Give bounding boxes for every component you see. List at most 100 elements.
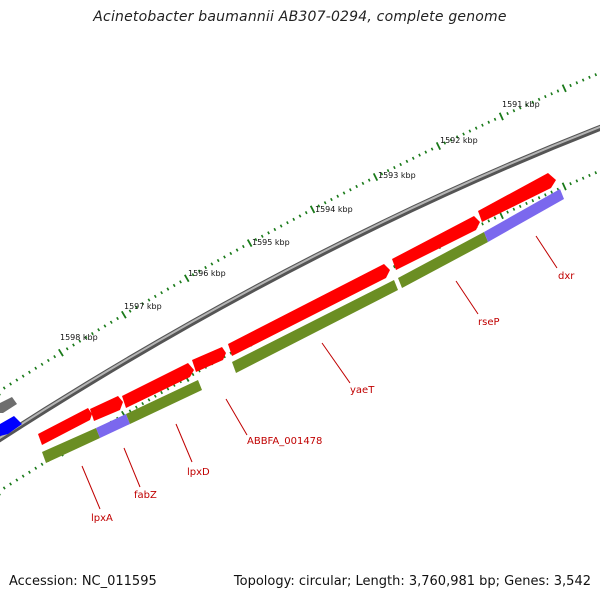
outer-track-minor-tick [135, 305, 138, 310]
gene-label-ABBFA-001478: ABBFA_001478 [247, 436, 322, 447]
outer-track-major-tick [372, 172, 379, 182]
inner-track-minor-tick [487, 219, 491, 223]
inner-track-minor-tick [153, 394, 157, 398]
inner-track-minor-tick [518, 204, 522, 208]
outer-track-minor-tick [342, 191, 346, 195]
leader-ABBFA-001478 [225, 398, 248, 436]
outer-track-minor-tick [531, 100, 535, 104]
outer-track-minor-tick [330, 197, 333, 202]
tick-labels: 1591 kbp 1592 kbp 1593 kbp 1594 kbp 1595… [60, 100, 540, 342]
outer-track-minor-tick [172, 283, 176, 288]
inner-track-minor-tick [21, 474, 25, 478]
outer-track-minor-tick [569, 83, 572, 88]
inner-track-minor-tick [229, 351, 233, 355]
cds-bar-rseP [398, 232, 488, 288]
outer-track-minor-tick [393, 165, 396, 170]
backbone-ring [0, 124, 600, 443]
outer-track-minor-tick [160, 291, 163, 295]
inner-track-minor-tick [493, 216, 497, 220]
outer-track-minor-tick [418, 153, 421, 157]
tick-label-1592: 1592 kbp [440, 136, 478, 145]
gene-label-rseP: rseP [478, 317, 500, 328]
outer-track-minor-tick [147, 298, 151, 302]
outer-track-minor-tick [97, 328, 101, 332]
gene-label-fabZ: fabZ [134, 490, 157, 501]
inner-track-minor-tick [135, 405, 138, 409]
outer-track-minor-tick [46, 358, 50, 363]
outer-track-minor-tick [544, 94, 547, 99]
outer-track-minor-tick [304, 211, 308, 215]
inner-track-minor-tick [506, 210, 509, 214]
tick-label-1594: 1594 kbp [315, 205, 353, 214]
inner-track-minor-tick [28, 470, 31, 474]
outer-track-minor-tick [443, 141, 447, 145]
outer-track-minor-tick [292, 217, 296, 221]
outer-track-minor-tick [254, 238, 258, 242]
outer-track-minor-tick [487, 120, 491, 124]
inner-track-minor-tick [550, 190, 553, 194]
outer-track-minor-tick [109, 320, 113, 324]
gene-label-lpxD: lpxD [187, 467, 210, 478]
outer-track-minor-tick [279, 224, 283, 228]
outer-track-minor-tick [210, 262, 214, 266]
gene-arrow-ABBFA-001478 [192, 347, 226, 372]
outer-track-minor-tick [493, 117, 497, 121]
leader-yaeT [321, 342, 351, 384]
inner-track-minor-tick [141, 401, 145, 406]
cds-bar-yaeT [232, 280, 398, 373]
outer-track-minor-tick [550, 92, 553, 96]
outer-track-major-tick [498, 112, 504, 121]
outer-track-minor-tick [361, 181, 365, 185]
outer-track-minor-tick [229, 251, 233, 256]
outer-track-minor-tick [525, 103, 528, 107]
outer-track-minor-tick [518, 106, 522, 110]
outer-track-minor-tick [537, 97, 541, 101]
gene-label-lpxA: lpxA [91, 513, 113, 524]
inner-track-minor-tick [128, 409, 132, 413]
outer-track-minor-tick [116, 316, 119, 321]
tick-label-1596: 1596 kbp [188, 269, 226, 278]
outer-track-minor-tick [204, 265, 207, 270]
gene-arrow-fabZ [90, 396, 123, 421]
outer-track-minor-tick [380, 172, 384, 176]
outer-track-minor-tick [355, 184, 359, 189]
outer-track-minor-tick [506, 111, 509, 116]
outer-track-minor-tick [474, 126, 478, 130]
inner-track-minor-tick [512, 207, 516, 211]
outer-track-minor-tick [216, 258, 220, 263]
gene-labels: dxr rseP yaeT ABBFA_001478 lpxD fabZ lpx… [91, 271, 575, 524]
outer-track-minor-tick [241, 244, 245, 249]
outer-track-major-tick [58, 348, 64, 357]
leader-rseP [455, 280, 479, 315]
outer-track-minor-tick [53, 354, 57, 359]
outer-track-minor-tick [191, 273, 195, 277]
outer-track-minor-tick [386, 169, 390, 173]
outer-track-minor-tick [273, 227, 277, 232]
outer-track-minor-tick [15, 378, 19, 382]
cds-bar-lpxA [42, 428, 100, 463]
tick-label-1591: 1591 kbp [502, 100, 540, 109]
outer-track-major-tick [435, 142, 442, 150]
inner-track-minor-tick [588, 173, 591, 178]
gene-arrow-yaeT [228, 264, 390, 356]
outer-track-minor-tick [21, 374, 25, 378]
inner-track-minor-tick [166, 387, 170, 391]
map-title: Acinetobacter baumannii AB307-0294, comp… [93, 9, 507, 25]
outer-track-minor-tick [317, 204, 321, 208]
outer-track-minor-tick [575, 81, 579, 85]
outer-track-major-tick [121, 310, 127, 319]
outer-track-major-tick [309, 205, 316, 214]
inner-track-minor-tick [537, 196, 541, 200]
tick-label-1597: 1597 kbp [124, 302, 162, 311]
inner-track-minor-tick [15, 478, 19, 482]
accession-text: Accession: NC_011595 [9, 574, 157, 589]
gene-arrow-lpxA [38, 408, 92, 445]
outer-track-major-tick [561, 84, 567, 93]
outer-track-minor-tick [405, 159, 409, 163]
tick-label-1595: 1595 kbp [252, 238, 290, 247]
gene-arrow-rseP [392, 216, 480, 270]
misc-bar-fabZ [96, 414, 130, 438]
outer-track-minor-tick [286, 221, 289, 225]
gene-arrow-lpxD [122, 363, 194, 408]
